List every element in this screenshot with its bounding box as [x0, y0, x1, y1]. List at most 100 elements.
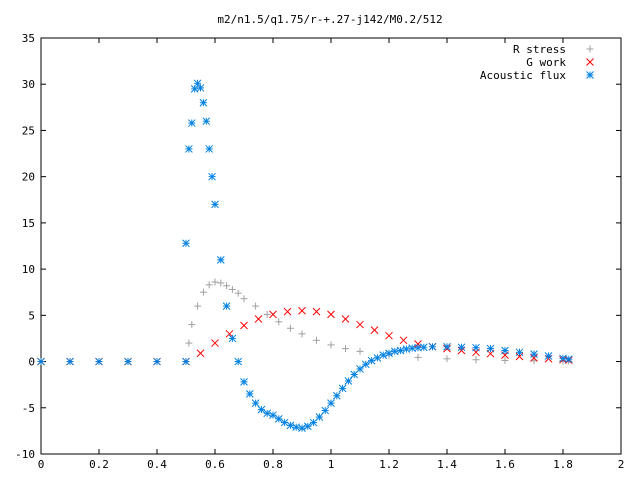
data-point [182, 239, 190, 248]
x-tick-label: 2 [618, 458, 625, 471]
data-point [379, 351, 388, 359]
chart-title: m2/n1.5/q1.75/r-+.27-j142/M0.2/512 [217, 13, 442, 26]
data-point [361, 360, 370, 369]
data-point [327, 341, 335, 349]
data-point [245, 390, 254, 398]
data-point [185, 145, 193, 153]
data-point [385, 349, 393, 358]
x-tick-label: 1.2 [379, 458, 399, 471]
data-point [275, 318, 283, 326]
data-point [269, 411, 277, 420]
data-point [196, 84, 205, 92]
data-point [124, 357, 132, 366]
data-point [370, 326, 379, 334]
data-point [223, 282, 231, 290]
data-point [274, 415, 283, 423]
y-tick-label: 30 [22, 78, 35, 91]
data-point [286, 421, 295, 430]
data-point [303, 422, 312, 431]
data-point [544, 352, 553, 360]
data-point [443, 342, 451, 351]
data-point [234, 357, 243, 366]
data-point [385, 331, 393, 340]
data-point [254, 315, 263, 323]
data-point [414, 353, 422, 361]
y-tick-label: 20 [22, 171, 35, 184]
y-tick-label: -5 [22, 402, 35, 415]
data-point [342, 345, 349, 353]
data-point [153, 357, 161, 366]
data-point [188, 321, 196, 329]
data-point [298, 330, 306, 338]
data-point [457, 343, 466, 352]
data-point [194, 302, 202, 310]
x-tick-label: 1 [328, 458, 335, 471]
data-point [327, 310, 335, 319]
data-point [263, 310, 271, 318]
data-point [530, 350, 538, 359]
axis-ticks: 0 0.2 0.4 0.6 0.8 1 1.2 1.4 1.6 1.8 2 -10 -5 0 5 10 15 20… [15, 32, 624, 471]
data-point [251, 399, 260, 408]
legend-marker [586, 71, 594, 79]
data-point [298, 306, 306, 315]
data-point [222, 302, 231, 310]
legend-marker [586, 45, 594, 53]
plot-frame [40, 37, 622, 455]
data-point [315, 413, 324, 421]
data-point [515, 348, 524, 357]
data-point [332, 391, 341, 400]
y-tick-label: 15 [22, 217, 35, 230]
data-point [501, 346, 509, 355]
data-point [95, 357, 103, 366]
legend-label: Acoustic flux [480, 69, 566, 82]
data-point [356, 347, 364, 355]
data-point [486, 344, 495, 353]
data-point [234, 289, 242, 297]
data-point [217, 279, 225, 287]
legend-label: G work [526, 56, 566, 69]
x-tick-label: 0 [38, 458, 45, 471]
data-point [66, 357, 74, 366]
data-point [564, 355, 573, 364]
data-point [338, 384, 347, 393]
x-tick-label: 0.8 [263, 458, 283, 471]
data-point [356, 365, 364, 373]
data-point [327, 399, 335, 408]
legend-marker [586, 58, 594, 66]
x-tick-label: 0.6 [205, 458, 225, 471]
data-point [187, 119, 196, 127]
data-point [414, 340, 422, 348]
data-point [419, 343, 428, 352]
data-point [286, 324, 294, 332]
data-point [240, 378, 248, 386]
series-g-work [37, 306, 573, 366]
data-point [199, 98, 208, 107]
data-point [530, 354, 538, 362]
data-point [240, 295, 248, 303]
data-point [199, 288, 207, 296]
series-acoustic-flux [37, 79, 573, 432]
data-point [312, 307, 321, 316]
data-point [263, 409, 272, 418]
y-tick-label: 35 [22, 32, 35, 45]
data-point [182, 357, 190, 366]
data-point [313, 336, 320, 344]
data-point [211, 200, 219, 209]
data-point [228, 334, 237, 343]
y-tick-label: -10 [15, 448, 35, 461]
y-tick-label: 0 [28, 356, 35, 369]
y-tick-label: 5 [28, 309, 35, 322]
y-tick-label: 10 [22, 263, 35, 276]
data-point [356, 320, 364, 329]
data-point [205, 281, 213, 289]
data-point [428, 342, 437, 351]
data-point [185, 339, 193, 347]
data-point [211, 339, 219, 347]
data-point [298, 424, 306, 432]
x-tick-label: 0.2 [89, 458, 109, 471]
data-point [472, 343, 480, 352]
data-point [283, 307, 292, 316]
data-point [472, 356, 480, 364]
